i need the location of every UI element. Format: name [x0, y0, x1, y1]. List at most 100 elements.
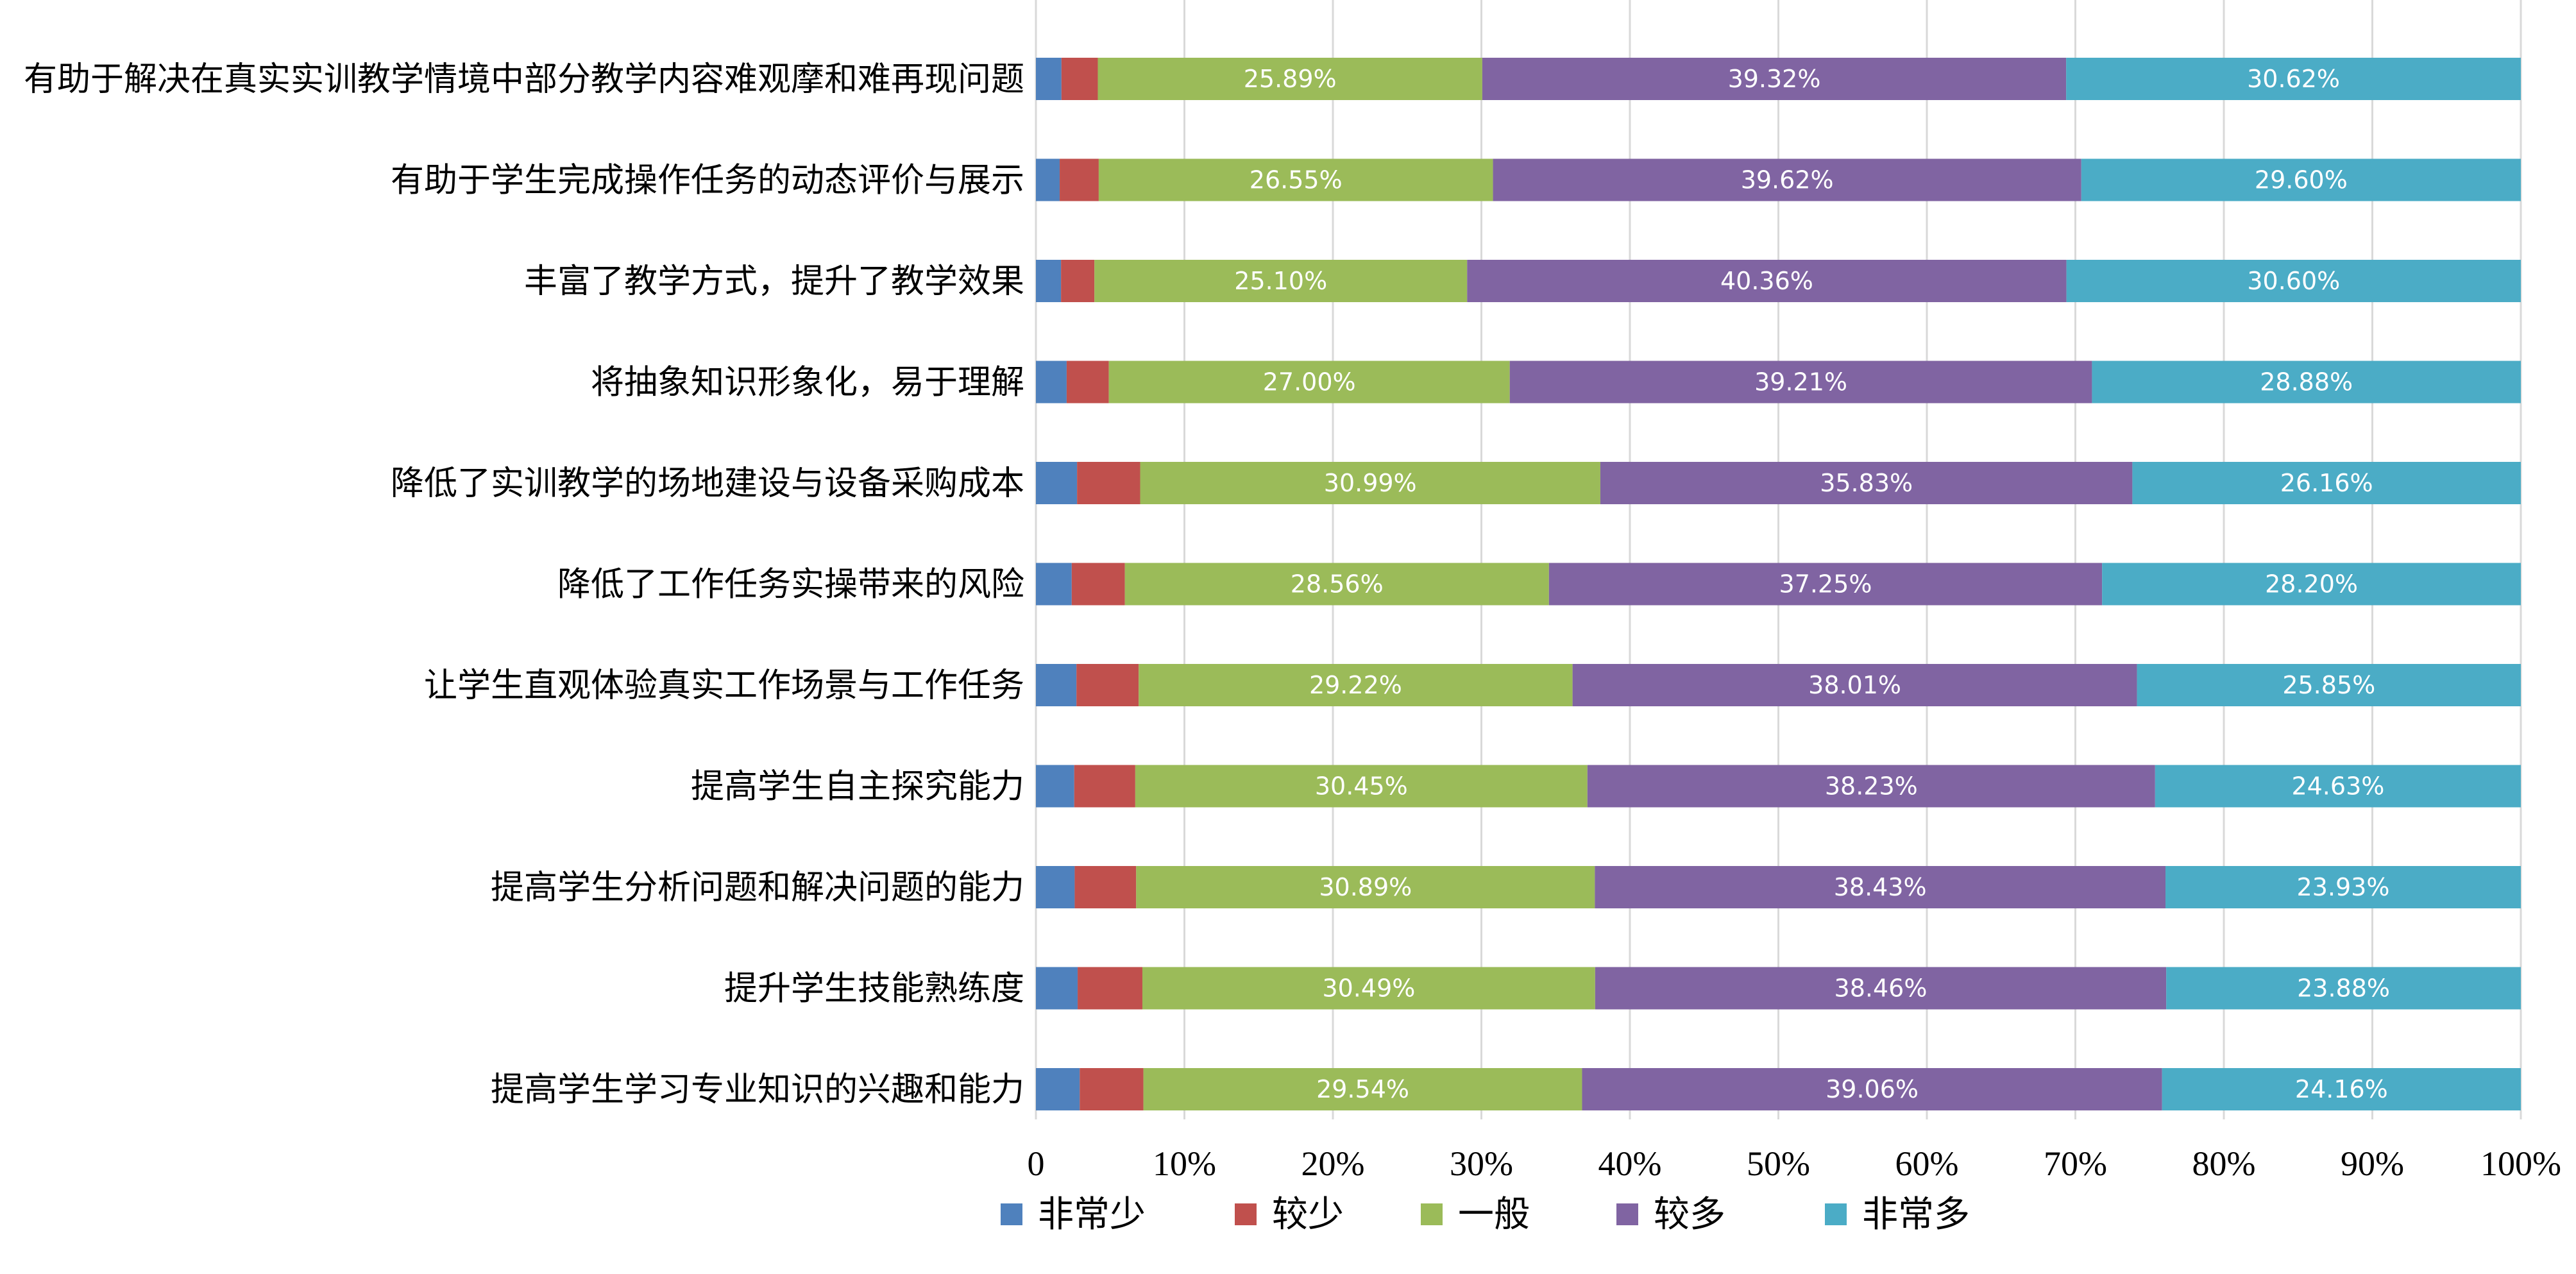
bar-segment — [1572, 664, 2137, 706]
category-label: 提升学生技能熟练度 — [724, 970, 1024, 1008]
x-axis: 0 10% 20% 30% 40% 50% 60% 70% 80% 90% 100% — [1028, 1144, 2561, 1183]
bar-segment — [1098, 158, 1493, 201]
data-label: 23.93% — [2297, 873, 2390, 901]
data-label: 30.99% — [1324, 469, 1417, 497]
bar-segment — [1066, 361, 1109, 403]
data-labels: 25.89% 39.32% 30.62% 26.55% 39.62% 29.60% 25.1… — [1234, 65, 2390, 1103]
bar-segment — [1061, 58, 1098, 100]
data-label: 26.16% — [2280, 469, 2373, 497]
bar-segment — [1071, 563, 1125, 606]
bar-segment — [1036, 260, 1062, 302]
category-labels: 有助于解决在真实实训教学情境中部分教学内容难观摩和难再现问题有助于学生完成操作任… — [24, 60, 1024, 1109]
bar-segment — [2132, 462, 2521, 504]
bar-segment — [2092, 361, 2521, 403]
legend-label: 非常多 — [1862, 1194, 1970, 1236]
bar-segment — [1036, 158, 1060, 201]
bar-segment — [1076, 664, 1139, 706]
bar-segment — [1074, 765, 1135, 808]
legend-swatch — [1616, 1203, 1638, 1225]
legend-swatch — [1825, 1203, 1847, 1225]
bar-segment — [1493, 158, 2081, 201]
legend: 非常少 较少 一般 较多 非常多 — [1001, 1194, 1970, 1236]
category-label: 有助于学生完成操作任务的动态评价与展示 — [391, 162, 1024, 200]
bar-segment — [1036, 866, 1075, 908]
bar-segment — [1036, 563, 1072, 606]
data-label: 25.85% — [2282, 671, 2375, 699]
bar-segment — [1036, 664, 1077, 706]
bar-segment — [1136, 866, 1595, 908]
data-label: 38.46% — [1835, 974, 1928, 1003]
bar-segment — [1036, 765, 1074, 808]
bar-segment — [1587, 765, 2155, 808]
x-tick-label: 100% — [2480, 1144, 2561, 1183]
bar-segment — [1140, 462, 1600, 504]
data-label: 39.62% — [1741, 166, 1834, 194]
bar-segment — [1097, 58, 1482, 100]
category-label: 提高学生自主探究能力 — [691, 768, 1024, 806]
bar-segment — [1135, 765, 1588, 808]
bar-segment — [2165, 866, 2521, 908]
category-label: 丰富了教学方式，提升了教学效果 — [524, 262, 1024, 301]
x-tick-label: 0 — [1028, 1144, 1045, 1183]
x-tick-label: 90% — [2341, 1144, 2404, 1183]
data-label: 40.36% — [1720, 267, 1813, 295]
bar-segment — [1595, 866, 2166, 908]
bar-segment — [1548, 563, 2103, 606]
bar-segment — [1060, 158, 1099, 201]
category-label: 提高学生学习专业知识的兴趣和能力 — [491, 1071, 1024, 1109]
bar-segment — [1139, 664, 1573, 706]
bar-segment — [1142, 967, 1595, 1010]
bar-segment — [2166, 967, 2521, 1010]
data-label: 29.54% — [1316, 1075, 1409, 1103]
data-label: 24.63% — [2291, 772, 2384, 801]
category-label: 降低了工作任务实操带来的风险 — [557, 566, 1024, 604]
x-tick-label: 40% — [1598, 1144, 1662, 1183]
data-label: 25.10% — [1234, 267, 1327, 295]
bar-segment — [1036, 361, 1067, 403]
data-label: 30.60% — [2247, 267, 2340, 295]
bar-segment — [2066, 58, 2521, 100]
data-label: 35.83% — [1820, 469, 1913, 497]
data-label: 39.21% — [1754, 368, 1847, 396]
x-tick-label: 30% — [1450, 1144, 1513, 1183]
bar-segment — [1582, 1068, 2162, 1110]
bar-segment — [2102, 563, 2521, 606]
legend-swatch — [1001, 1203, 1022, 1225]
data-label: 26.55% — [1250, 166, 1343, 194]
bar-segment — [1467, 260, 2067, 302]
bar-segment — [1600, 462, 2133, 504]
bar-segment — [1036, 58, 1062, 100]
data-label: 38.01% — [1808, 671, 1901, 699]
category-label: 降低了实训教学的场地建设与设备采购成本 — [391, 464, 1024, 503]
bar-segment — [1509, 361, 2092, 403]
x-tick-label: 80% — [2192, 1144, 2256, 1183]
x-tick-label: 70% — [2044, 1144, 2107, 1183]
data-label: 38.23% — [1825, 772, 1918, 801]
bar-segment — [1074, 866, 1137, 908]
x-tick-label: 60% — [1895, 1144, 1959, 1183]
legend-swatch — [1421, 1203, 1443, 1225]
bar-segment — [2155, 765, 2521, 808]
data-label: 30.89% — [1319, 873, 1412, 901]
category-label: 有助于解决在真实实训教学情境中部分教学内容难观摩和难再现问题 — [24, 60, 1024, 99]
data-label: 38.43% — [1834, 873, 1927, 901]
bar-segment — [1077, 462, 1140, 504]
data-label: 24.16% — [2295, 1075, 2388, 1103]
data-label: 27.00% — [1263, 368, 1356, 396]
data-label: 30.49% — [1322, 974, 1415, 1003]
bar-segment — [1124, 563, 1549, 606]
bar-segment — [2162, 1068, 2521, 1110]
bar-segment — [1080, 1068, 1144, 1110]
legend-label: 较少 — [1272, 1194, 1344, 1236]
bar-segment — [1036, 1068, 1080, 1110]
x-tick-label: 10% — [1153, 1144, 1216, 1183]
data-label: 28.20% — [2265, 570, 2358, 599]
bar-segment — [1482, 58, 2067, 100]
bar-segment — [1595, 967, 2167, 1010]
bar-segment — [1036, 462, 1078, 504]
x-tick-label: 50% — [1747, 1144, 1810, 1183]
data-label: 39.06% — [1826, 1075, 1919, 1103]
data-label: 30.62% — [2247, 65, 2340, 93]
data-label: 29.22% — [1309, 671, 1402, 699]
